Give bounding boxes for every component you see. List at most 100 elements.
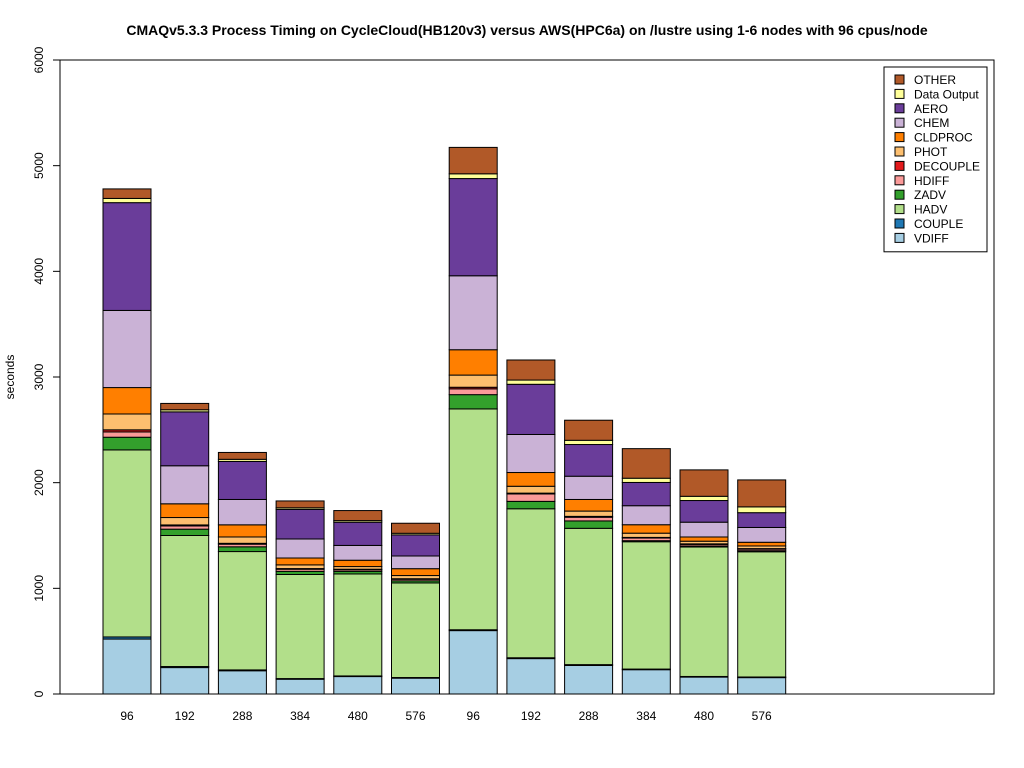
bar-segment-other — [391, 522, 440, 534]
legend-swatch — [894, 117, 905, 128]
bar-segment-cldproc — [621, 524, 671, 534]
bar-segment-aero — [621, 481, 671, 507]
legend-label: HADV — [914, 203, 947, 217]
bar-segment-aero — [333, 521, 383, 546]
bar-segment-cldproc — [275, 557, 325, 566]
legend-label: DECOUPLE — [914, 159, 980, 173]
legend-swatch — [894, 232, 905, 243]
bar-segment-hadv — [679, 546, 729, 677]
bar-segment-other — [160, 402, 210, 411]
y-tick-label: 4000 — [32, 258, 46, 285]
bar-segment-other — [737, 479, 787, 508]
bar-segment-vdiff — [217, 670, 267, 695]
legend-label: COUPLE — [914, 217, 963, 231]
y-tick-label: 2000 — [32, 469, 46, 496]
bar-segment-chem — [679, 521, 729, 538]
bar-segment-other — [102, 188, 152, 199]
bar-segment-other — [333, 510, 383, 522]
x-tick-label: 480 — [694, 709, 714, 723]
bar-segment-zadv — [160, 528, 210, 536]
bar-segment-other — [448, 146, 498, 175]
y-tick-label: 3000 — [32, 363, 46, 390]
bar-segment-cldproc — [160, 503, 210, 519]
bar-segment-cldproc — [448, 349, 498, 376]
bar-segment-aero — [506, 383, 556, 435]
bar-segment-vdiff — [448, 630, 498, 695]
bar-segment-hadv — [621, 541, 671, 670]
bar-segment-cldproc — [391, 568, 440, 577]
legend-label: Data Output — [914, 87, 979, 101]
bar-segment-vdiff — [391, 677, 440, 695]
bar-segment-data-output — [506, 379, 556, 385]
bar-segment-aero — [448, 178, 498, 277]
bar-segment-aero — [391, 534, 440, 557]
bar-segment-zadv — [217, 546, 267, 553]
bar-segment-phot — [621, 532, 671, 538]
x-tick-label: 480 — [348, 709, 368, 723]
legend-label: OTHER — [914, 73, 956, 87]
bar-segment-hdiff — [506, 493, 556, 502]
bar-segment-data-output — [448, 173, 498, 180]
bar-segment-other — [679, 469, 729, 497]
bar-segment-hdiff — [564, 516, 614, 522]
bar-segment-chem — [564, 475, 614, 500]
legend-swatch — [894, 204, 905, 215]
x-tick-label: 192 — [175, 709, 195, 723]
bar-segment-aero — [564, 444, 614, 477]
chart-title: CMAQv5.3.3 Process Timing on CycleCloud(… — [126, 22, 928, 38]
bar-segment-hdiff — [102, 431, 152, 438]
bars-group — [102, 146, 787, 695]
x-tick-label: 288 — [232, 709, 252, 723]
bar-segment-cldproc — [564, 498, 614, 512]
bar-segment-aero — [737, 512, 787, 528]
legend-swatch — [894, 132, 905, 143]
bar-segment-vdiff — [679, 676, 729, 695]
bar-segment-hadv — [737, 551, 787, 678]
bar-segment-phot — [275, 564, 325, 570]
bar-segment-hadv — [506, 508, 556, 659]
legend-label: AERO — [914, 102, 948, 116]
bar-segment-phot — [160, 517, 210, 526]
legend-swatch — [894, 160, 905, 171]
x-tick-label: 288 — [579, 709, 599, 723]
legend-swatch — [894, 146, 905, 157]
bar-segment-vdiff — [506, 658, 556, 695]
x-tick-label: 96 — [120, 709, 134, 723]
x-axis: 96 192 288 384 480 576 96 192 288 384 480 576 — [120, 709, 772, 723]
legend-label: ZADV — [914, 188, 946, 202]
legend-swatch — [894, 88, 905, 99]
bar-segment-aero — [679, 500, 729, 523]
bar-segment-chem — [333, 544, 383, 561]
bar-segment-chem — [217, 498, 267, 526]
legend-label: PHOT — [914, 145, 948, 159]
y-tick-label: 1000 — [32, 575, 46, 602]
legend-label: VDIFF — [914, 231, 949, 245]
bar-segment-aero — [160, 411, 210, 467]
bar-segment-aero — [217, 460, 267, 500]
bar-segment-vdiff — [333, 676, 383, 695]
bar-segment-cldproc — [102, 387, 152, 415]
legend-swatch — [894, 103, 905, 114]
bar-segment-cldproc — [679, 536, 729, 542]
x-tick-label: 96 — [467, 709, 481, 723]
x-tick-label: 192 — [521, 709, 541, 723]
bar-segment-chem — [506, 433, 556, 474]
bar-segment-hadv — [275, 573, 325, 680]
y-axis-label: seconds — [3, 355, 17, 400]
y-axis: 0 1000 2000 3000 4000 5000 6000 — [32, 46, 61, 697]
x-tick-label: 576 — [752, 709, 772, 723]
bar-segment-hadv — [448, 408, 498, 631]
bar-segment-vdiff — [564, 664, 614, 695]
x-tick-label: 576 — [405, 709, 425, 723]
bar-segment-hadv — [564, 527, 614, 666]
bar-segment-chem — [102, 309, 152, 389]
bar-segment-hadv — [160, 535, 210, 668]
bar-segment-chem — [391, 555, 440, 570]
bar-segment-data-output — [102, 197, 152, 204]
y-tick-label: 6000 — [32, 46, 46, 73]
bar-segment-hadv — [333, 573, 383, 677]
bar-segment-zadv — [564, 520, 614, 529]
bar-segment-chem — [621, 505, 671, 526]
bar-segment-aero — [102, 202, 152, 311]
